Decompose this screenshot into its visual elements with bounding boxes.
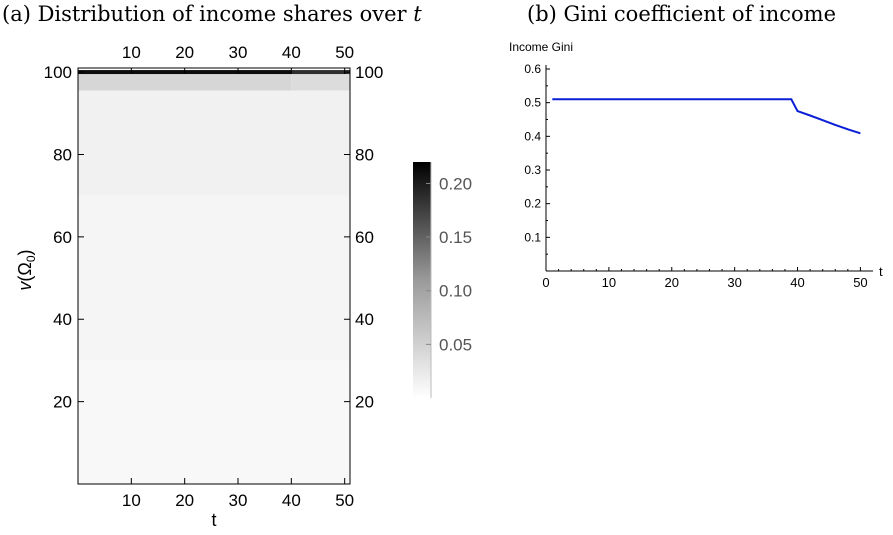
y-tick-label-right: 60: [355, 228, 374, 247]
x-tick-label-top: 10: [122, 43, 141, 62]
y-tick-label-left: 60: [53, 228, 72, 247]
heatmap-cell: [78, 360, 350, 484]
gini-x-tick-label: 0: [542, 275, 549, 290]
colorbar-tick-label: 0.05: [439, 335, 472, 354]
y-tick-label-left: 20: [53, 393, 72, 412]
x-tick-label-top: 30: [229, 43, 248, 62]
gini-y-tick-label: 0.2: [524, 197, 541, 211]
y-tick-label-right: 40: [355, 310, 374, 329]
y-tick-label-left: 100: [44, 63, 72, 82]
gini-y-tick-label: 0.3: [524, 163, 541, 177]
x-tick-label-bottom: 50: [335, 491, 354, 510]
heatmap-cell: [78, 91, 350, 196]
heatmap-x-axis-label: t: [211, 510, 216, 530]
x-tick-label-bottom: 40: [282, 491, 301, 510]
x-tick-label-top: 20: [175, 43, 194, 62]
gini-y-axis-label: Income Gini: [509, 40, 573, 54]
y-tick-label-left: 80: [53, 145, 72, 164]
colorbar-tick-label: 0.15: [439, 228, 472, 247]
gini-y-tick-label: 0.4: [524, 129, 541, 143]
heatmap-cell: [291, 74, 350, 90]
colorbar-gradient: [413, 162, 431, 398]
y-tick-label-right: 100: [355, 63, 383, 82]
gini-x-tick-label: 20: [665, 275, 679, 290]
x-tick-label-top: 50: [335, 43, 354, 62]
gini-line-chart: 0.1 0.2 0.3 0.4 0.5 0.6 0 10 20 30 40 50 Income Gini…: [509, 40, 883, 290]
gini-x-tick-label: 40: [790, 275, 804, 290]
heatmap-chart: 10 10 20 20 30 30 40 40 50 50 20 20 40 40 60 60 80 80 100 1…: [15, 43, 383, 530]
heatmap-y-axis-label: v(Ω0): [15, 249, 38, 290]
x-tick-label-top: 40: [282, 43, 301, 62]
colorbar-tick-label: 0.10: [439, 282, 472, 301]
y-tick-label-right: 80: [355, 145, 374, 164]
y-tick-label-right: 20: [355, 393, 374, 412]
y-tick-label-left: 40: [53, 310, 72, 329]
x-tick-label-bottom: 20: [175, 491, 194, 510]
gini-x-axis-label: t: [879, 264, 883, 279]
heatmap-cell: [78, 196, 350, 361]
gini-y-tick-label: 0.1: [524, 230, 541, 244]
heatmap-cell: [291, 70, 350, 74]
colorbar-tick-label: 0.20: [439, 174, 472, 193]
gini-x-tick-label: 50: [853, 275, 867, 290]
gini-series-line: [552, 99, 860, 133]
x-tick-label-bottom: 10: [122, 491, 141, 510]
gini-x-tick-label: 30: [727, 275, 741, 290]
gini-y-tick-label: 0.5: [524, 96, 541, 110]
x-tick-label-bottom: 30: [229, 491, 248, 510]
colorbar: 0.05 0.10 0.15 0.20: [413, 162, 472, 398]
gini-y-tick-label: 0.6: [524, 62, 541, 76]
gini-x-tick-label: 10: [602, 275, 616, 290]
heatmap-cell: [78, 74, 291, 90]
